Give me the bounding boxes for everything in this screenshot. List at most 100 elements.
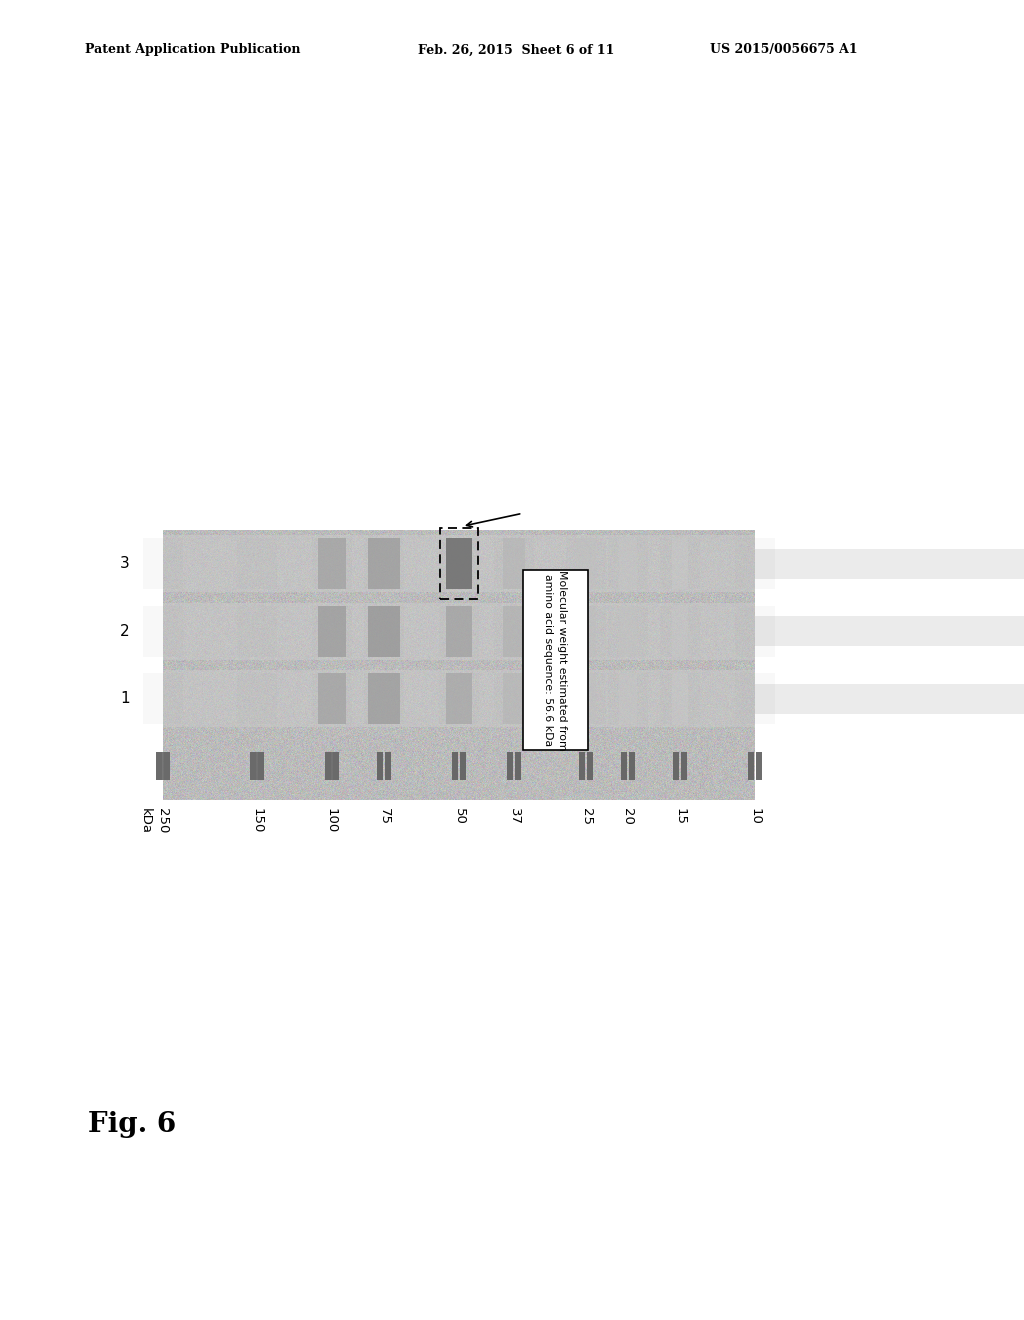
Bar <box>735 673 775 725</box>
Bar <box>365 539 404 589</box>
Bar <box>495 673 535 725</box>
Text: 1: 1 <box>120 692 130 706</box>
Bar <box>621 752 627 780</box>
Bar <box>755 616 1024 647</box>
Bar <box>163 671 755 727</box>
Text: 100: 100 <box>325 808 338 833</box>
Text: Fig. 6: Fig. 6 <box>88 1111 176 1138</box>
Bar <box>580 752 586 780</box>
Text: 25: 25 <box>580 808 593 825</box>
Bar <box>673 539 688 589</box>
Bar <box>311 673 351 725</box>
Bar <box>660 606 700 656</box>
Bar <box>681 752 687 780</box>
Bar <box>385 752 391 780</box>
Bar <box>629 752 635 780</box>
Bar <box>504 673 525 725</box>
Bar <box>673 606 688 656</box>
Bar <box>311 606 351 656</box>
Text: 3: 3 <box>120 556 130 572</box>
Bar <box>317 539 345 589</box>
Bar <box>755 684 1024 714</box>
Bar <box>258 752 264 780</box>
Bar <box>365 673 404 725</box>
Bar <box>250 752 264 780</box>
Bar <box>515 752 521 780</box>
Bar <box>607 606 647 656</box>
Bar <box>504 606 525 656</box>
Bar <box>577 606 597 656</box>
Bar <box>156 752 170 780</box>
Bar <box>566 606 606 656</box>
Bar <box>163 536 755 593</box>
Bar <box>674 752 680 780</box>
Bar <box>673 673 688 725</box>
Bar <box>618 539 637 589</box>
Text: 20: 20 <box>621 808 634 825</box>
Bar <box>735 606 775 656</box>
Bar <box>755 549 1024 579</box>
Bar <box>250 752 256 780</box>
Bar <box>164 752 170 780</box>
Bar <box>607 539 647 589</box>
Bar <box>311 539 351 589</box>
Text: 10: 10 <box>749 808 762 825</box>
Bar <box>660 539 700 589</box>
Bar <box>660 673 700 725</box>
Text: 15: 15 <box>674 808 687 825</box>
Text: kDa: kDa <box>138 808 152 834</box>
Text: Patent Application Publication: Patent Application Publication <box>85 44 300 57</box>
Bar <box>325 752 331 780</box>
Bar <box>495 606 535 656</box>
Bar <box>237 606 276 656</box>
Bar <box>507 752 513 780</box>
Bar <box>566 673 606 725</box>
Bar <box>369 606 400 656</box>
Bar <box>452 752 458 780</box>
Bar <box>365 606 404 656</box>
Text: Molecular weight estimated from
amino acid sequence: 56.6 kDa: Molecular weight estimated from amino ac… <box>543 570 567 750</box>
Bar <box>325 752 339 780</box>
Bar <box>439 673 479 725</box>
Bar <box>440 528 478 599</box>
Text: 50: 50 <box>453 808 466 825</box>
Bar <box>143 673 183 725</box>
Bar <box>607 673 647 725</box>
Text: Feb. 26, 2015  Sheet 6 of 11: Feb. 26, 2015 Sheet 6 of 11 <box>418 44 614 57</box>
Bar <box>317 673 345 725</box>
Bar <box>577 539 597 589</box>
Bar <box>735 539 775 589</box>
Bar <box>748 752 754 780</box>
Bar <box>618 673 637 725</box>
Bar <box>156 752 162 780</box>
Bar <box>446 606 472 656</box>
Bar <box>618 606 637 656</box>
Bar <box>378 752 383 780</box>
Bar <box>756 752 762 780</box>
Bar <box>143 539 183 589</box>
Bar <box>163 531 755 800</box>
Text: 75: 75 <box>378 808 391 825</box>
Bar <box>588 752 594 780</box>
Bar <box>577 673 597 725</box>
Bar <box>369 673 400 725</box>
Bar <box>163 603 755 660</box>
Bar <box>522 570 588 750</box>
Bar <box>143 606 183 656</box>
Bar <box>369 539 400 589</box>
Text: US 2015/0056675 A1: US 2015/0056675 A1 <box>710 44 858 57</box>
Text: 250: 250 <box>157 808 170 833</box>
Bar <box>446 539 472 589</box>
Bar <box>460 752 466 780</box>
Bar <box>439 606 479 656</box>
Bar <box>446 673 472 725</box>
Bar <box>439 539 479 589</box>
Text: 150: 150 <box>251 808 263 833</box>
Text: 2: 2 <box>120 624 130 639</box>
Bar <box>237 539 276 589</box>
Bar <box>566 539 606 589</box>
Bar <box>237 673 276 725</box>
Bar <box>504 539 525 589</box>
Text: 37: 37 <box>508 808 521 825</box>
Bar <box>333 752 339 780</box>
